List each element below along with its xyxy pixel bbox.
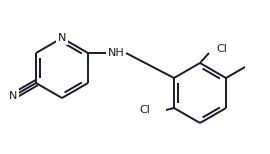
Text: NH: NH xyxy=(108,48,124,58)
Text: N: N xyxy=(58,33,66,43)
Text: Cl: Cl xyxy=(216,44,227,54)
Text: N: N xyxy=(9,91,18,101)
Text: Cl: Cl xyxy=(139,105,150,115)
